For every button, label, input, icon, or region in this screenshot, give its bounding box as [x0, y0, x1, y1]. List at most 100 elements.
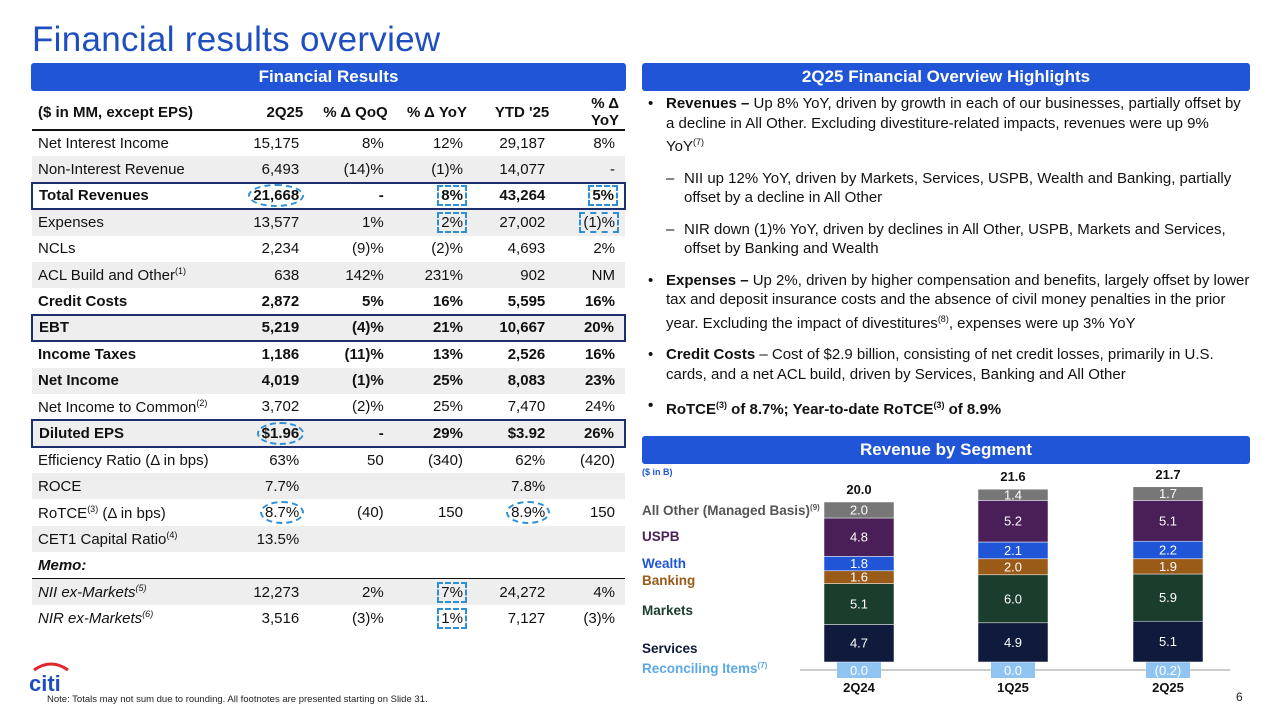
cell-yoy: 21% — [393, 313, 473, 343]
cell-qoq: (2)% — [352, 398, 384, 416]
cell-yoy2: 24% — [584, 398, 615, 416]
page-number: 6 — [1236, 690, 1243, 704]
row-label: Total Revenues — [31, 181, 229, 211]
row-label: Diluted EPS — [31, 419, 229, 448]
bullet-icon: • — [648, 346, 654, 363]
highlight-revenues: • Revenues – Up 8% YoY, driven by growth… — [648, 94, 1250, 157]
cell-yoy2: 23% — [555, 367, 625, 394]
cell-qoq: (40) — [357, 504, 384, 522]
page-title: Financial results overview — [32, 20, 441, 59]
bar-all-other-managed-basis- — [977, 488, 1049, 501]
cell-qoq: 50 — [367, 451, 384, 469]
cell-q: 8.7% — [229, 499, 310, 525]
cell-q: 2,234 — [261, 240, 300, 258]
cell-qoq: (11)% — [344, 346, 384, 364]
cell-yoy: (1)% — [393, 156, 473, 183]
row-label: Efficiency Ratio (Δ in bps) — [38, 451, 209, 469]
cell-yoy2: 2% — [593, 240, 615, 258]
bar-label: 1.9 — [1159, 559, 1177, 574]
footnote-ref: (8) — [937, 313, 949, 324]
highlight-lead: RoTCE — [666, 401, 716, 418]
cell-q: 4,019 — [228, 367, 310, 394]
segment-header: Revenue by Segment — [642, 436, 1250, 464]
table-row: Credit Costs 2,872 5% 16% 5,595 16% — [32, 288, 625, 314]
cell-q: 21,668 — [228, 181, 310, 211]
cell-qoq — [309, 525, 394, 553]
dash-icon: – — [666, 169, 675, 187]
cell-ytd: 29,187 — [499, 135, 546, 153]
cell-q: 12,273 — [228, 578, 310, 606]
row-label: Net Income to Common(2) — [38, 397, 208, 416]
highlights-list: • Revenues – Up 8% YoY, driven by growth… — [648, 94, 1250, 432]
highlight-lead: Revenues – — [666, 95, 754, 112]
highlight-text: of 8.7%; Year-to-date RoTCE — [727, 401, 934, 418]
cell-yoy: 13% — [432, 346, 463, 364]
column-header: % Δ YoY — [555, 95, 625, 131]
bar-label: 5.1 — [1159, 513, 1177, 528]
table-row: Total Revenues 21,668-8% 43,264 5% — [31, 181, 626, 211]
table-row: Net Income to Common(2) 3,702 (2)% 25% 7,470… — [32, 394, 625, 420]
cell-yoy: (340) — [427, 451, 463, 469]
table-row: NII ex-Markets(5) 12,273 2% 7% 24,272 4% — [32, 578, 625, 606]
table-row: ACL Build and Other(1) 638 142% 231% 902 NM — [32, 261, 625, 289]
cell-yoy2: (1)% — [555, 209, 625, 236]
bar-label: 1.4 — [1004, 487, 1022, 502]
cell-yoy2: 5% — [555, 181, 626, 211]
cell-ytd: 2,526 — [507, 346, 546, 364]
cell-qoq — [309, 552, 394, 580]
cell-yoy2: 20% — [555, 313, 626, 343]
highlight-text: Up 2%, driven by higher compensation and… — [666, 271, 1250, 332]
cell-qoq: (4)% — [309, 313, 394, 343]
bar-services — [823, 624, 895, 663]
row-label: ACL Build and Other(1) — [32, 261, 229, 289]
cell-qoq: 8% — [362, 135, 384, 153]
row-label: Expenses — [32, 209, 229, 236]
cell-yoy2: (420) — [579, 451, 615, 469]
legend-label: Banking — [642, 573, 695, 588]
cell-q: 6,493 — [228, 156, 310, 183]
cell-yoy — [393, 473, 473, 500]
cell-ytd: 7.8% — [472, 473, 556, 500]
cell-yoy2: - — [555, 156, 625, 183]
cell-q: 13,577 — [228, 209, 310, 236]
cell-yoy2 — [555, 525, 625, 553]
cell-yoy: 25% — [432, 398, 463, 416]
highlight-nii: – NII up 12% YoY, driven by Markets, Ser… — [648, 169, 1250, 208]
row-label: NIR ex-Markets(6) — [38, 609, 154, 628]
highlight-text: NIR down (1)% YoY, driven by declines in… — [684, 220, 1226, 258]
cell-yoy: 12% — [432, 135, 463, 153]
cell-q — [228, 552, 310, 580]
cell-ytd: 902 — [472, 261, 556, 289]
cell-yoy: (2)% — [431, 240, 463, 258]
bar-label: 2.2 — [1159, 543, 1177, 558]
bar-label: 0.0 — [850, 663, 868, 678]
cell-ytd: 5,595 — [507, 292, 546, 310]
bar-total: 21.6 — [1000, 469, 1025, 484]
bar-total: 21.7 — [1155, 467, 1180, 482]
category-label: 1Q25 — [997, 680, 1029, 695]
cell-ytd: 4,693 — [507, 240, 546, 258]
highlight-text: , expenses were up 3% YoY — [948, 314, 1136, 332]
legend-label: Reconciling Items(7) — [642, 661, 768, 676]
cell-ytd: 62% — [515, 451, 546, 469]
bar-label: 1.7 — [1159, 486, 1177, 501]
bar-uspb — [977, 500, 1049, 543]
bar-label: 5.1 — [850, 597, 868, 612]
bar-label: 6.0 — [1004, 591, 1022, 606]
bar-all-other-managed-basis- — [823, 501, 895, 519]
cell-ytd — [472, 552, 556, 580]
cell-q: 15,175 — [253, 135, 300, 153]
column-header: % Δ QoQ — [309, 95, 394, 131]
bar-label: 4.9 — [1004, 635, 1022, 650]
bar-label: 2.0 — [1004, 559, 1022, 574]
bar-reconciling — [991, 662, 1035, 678]
cell-qoq: (14)% — [309, 156, 394, 183]
highlight-rotce: • RoTCE(3) of 8.7%; Year-to-date RoTCE(3… — [648, 396, 1250, 420]
table-row: Expenses 13,577 1% 2% 27,002 (1)% — [32, 209, 625, 236]
column-header: % Δ YoY — [393, 95, 473, 131]
legend-label: Markets — [642, 603, 693, 618]
footnote-ref: (7) — [692, 137, 704, 147]
cell-yoy: 16% — [432, 292, 463, 310]
cell-ytd: 24,272 — [472, 578, 556, 606]
table-row: Income Taxes 1,186 (11)% 13% 2,526 16% — [32, 341, 625, 367]
